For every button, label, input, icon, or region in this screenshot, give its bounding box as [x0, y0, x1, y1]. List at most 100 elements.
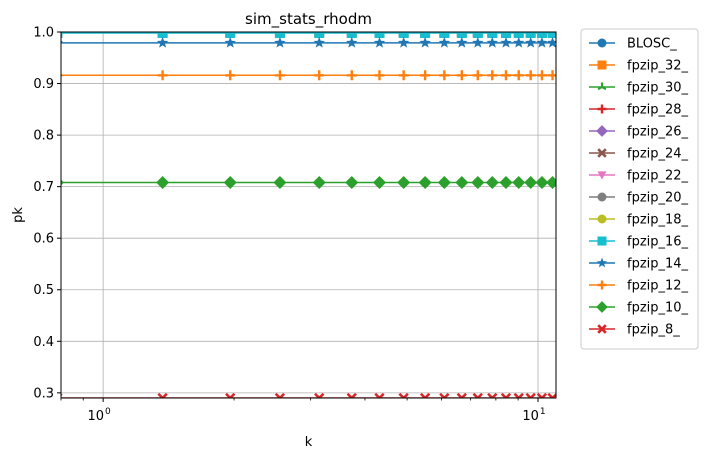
data-point — [487, 32, 498, 39]
data-point — [420, 32, 431, 39]
data-point — [397, 36, 410, 48]
y-tick-label: 0.9 — [33, 77, 54, 92]
legend-item: BLOSC_ — [589, 37, 677, 52]
data-point — [374, 392, 385, 398]
legend-item: fpzip_28_ — [589, 103, 689, 118]
data-point — [546, 36, 556, 48]
data-point — [536, 392, 548, 398]
y-axis-label: pk — [11, 207, 26, 223]
data-point — [472, 36, 484, 48]
data-point — [500, 36, 512, 48]
grid — [61, 31, 556, 398]
data-point — [500, 32, 511, 39]
legend-item: fpzip_26_ — [589, 125, 689, 140]
data-point — [472, 70, 483, 81]
data-point — [274, 36, 286, 48]
data-point — [418, 176, 432, 190]
data-point — [439, 32, 450, 39]
data-point — [314, 70, 325, 81]
data-point — [312, 176, 326, 190]
data-point — [372, 176, 386, 190]
data-point — [374, 32, 385, 39]
legend-item: fpzip_8_ — [589, 323, 680, 338]
series-fpzip-12 — [61, 70, 556, 81]
data-point — [547, 392, 556, 398]
data-point — [525, 32, 536, 39]
x-axis-label: k — [305, 435, 313, 450]
legend-marker — [597, 104, 607, 114]
data-point — [224, 36, 236, 48]
data-point — [273, 176, 287, 190]
legend: BLOSC_ fpzip_32_ fpzip_30_ fpzip_28_ fpzip_2… — [580, 28, 699, 350]
data-point — [225, 70, 236, 81]
series-fpzip-14 — [61, 36, 556, 48]
axes: 0.3 0.4 0.5 0.6 0.7 0.8 0.9 1.0 100 101 — [33, 26, 545, 425]
legend-marker — [597, 280, 607, 290]
data-point — [437, 176, 451, 190]
data-point — [536, 36, 548, 48]
data-point — [472, 32, 483, 39]
legend-marker — [596, 257, 608, 268]
data-point — [512, 176, 526, 190]
legend-item: fpzip_16_ — [589, 235, 689, 250]
data-point — [455, 176, 469, 190]
data-point — [547, 32, 556, 39]
data-point — [374, 70, 385, 81]
legend-item: fpzip_12_ — [589, 279, 689, 294]
legend-label: fpzip_10_ — [627, 301, 689, 316]
data-point — [61, 32, 63, 36]
legend-marker — [597, 38, 607, 48]
data-point — [225, 32, 236, 39]
legend-label: fpzip_24_ — [627, 147, 689, 162]
data-point — [500, 392, 512, 398]
data-point — [471, 176, 485, 190]
legend-marker — [597, 192, 607, 202]
data-point — [513, 392, 524, 398]
y-tick-label: 0.5 — [33, 283, 54, 298]
data-point — [157, 32, 168, 39]
legend-label: fpzip_32_ — [627, 59, 689, 74]
legend-item: fpzip_30_ — [589, 81, 689, 96]
legend-marker — [597, 236, 607, 246]
data-point — [156, 36, 169, 48]
data-point — [456, 32, 467, 39]
legend-item: fpzip_22_ — [589, 169, 689, 184]
legend-label: fpzip_26_ — [627, 125, 689, 140]
data-point — [61, 32, 63, 39]
data-point — [346, 36, 358, 48]
legend-item: fpzip_10_ — [589, 301, 689, 316]
series-fpzip-10 — [61, 176, 556, 190]
y-tick-label: 0.8 — [33, 129, 54, 144]
legend-marker — [597, 171, 607, 180]
data-point — [397, 176, 411, 190]
data-point — [274, 32, 285, 39]
data-point — [419, 36, 431, 48]
legend-marker — [597, 148, 607, 158]
data-point — [439, 70, 450, 81]
legend-marker — [597, 60, 607, 70]
data-point — [398, 70, 409, 81]
legend-marker — [596, 125, 608, 137]
data-point — [439, 392, 450, 398]
legend-label: fpzip_22_ — [627, 169, 689, 184]
data-point — [456, 36, 468, 48]
data-point — [345, 176, 359, 190]
plot-frame — [60, 31, 557, 399]
legend-label: fpzip_20_ — [627, 191, 689, 206]
y-tick-label: 0.3 — [33, 386, 54, 401]
data-point — [536, 32, 547, 39]
data-point — [373, 36, 386, 48]
data-point — [513, 70, 524, 81]
data-point — [525, 392, 536, 398]
legend-item: fpzip_18_ — [589, 213, 689, 228]
data-point — [513, 32, 524, 39]
x-tick-label: 100 — [88, 407, 112, 424]
y-tick-label: 0.7 — [33, 180, 54, 195]
chart-title: sim_stats_rhodm — [245, 10, 372, 29]
y-tick-label: 0.6 — [33, 232, 54, 247]
data-point — [487, 70, 498, 81]
data-point — [487, 392, 498, 398]
data-point — [499, 176, 513, 190]
y-tick-label: 0.4 — [33, 335, 54, 350]
data-point — [274, 70, 285, 81]
